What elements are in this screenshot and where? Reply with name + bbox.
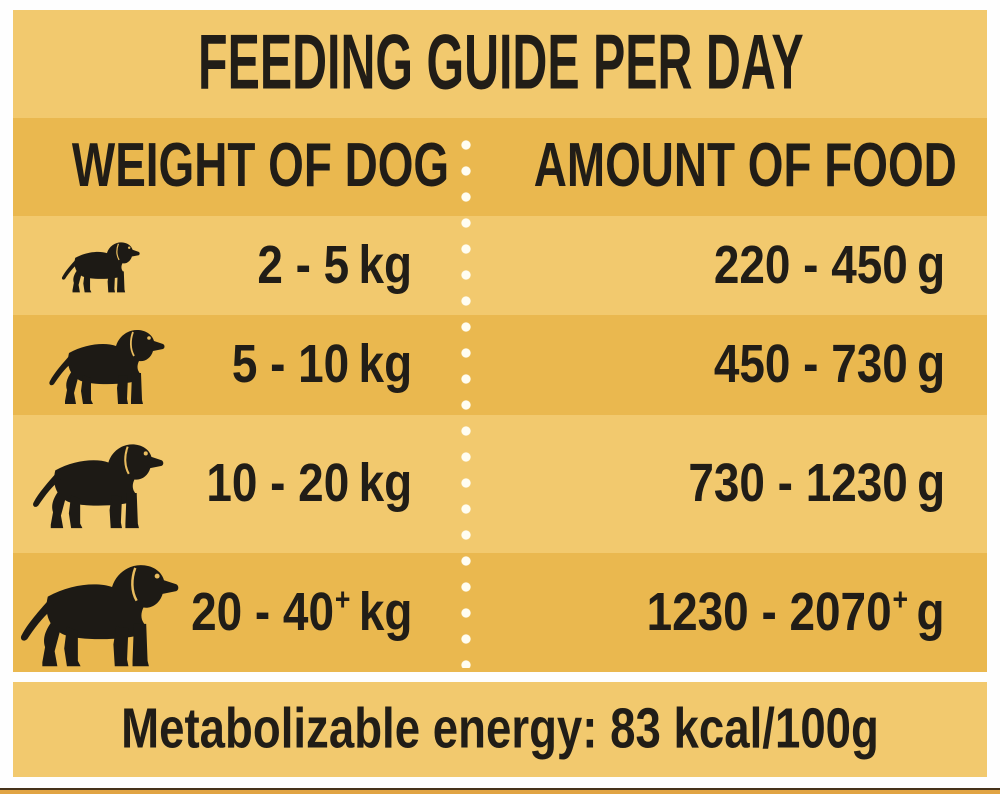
table-row: 5 - 10 kg 450 - 730 g xyxy=(13,315,987,415)
amount-value: 730 - 1230 g xyxy=(688,452,945,514)
footer-band: Metabolizable energy: 83 kcal/100g xyxy=(13,682,987,777)
weight-unit: kg xyxy=(358,234,412,295)
amount-value: 450 - 730 g xyxy=(714,333,945,395)
column-header-weight: WEIGHT OF DOG xyxy=(71,131,450,201)
table-row: 2 - 5 kg 220 - 450 g xyxy=(13,216,987,315)
dog-icon xyxy=(28,437,165,532)
table-row: 20 - 40+ kg 1230 - 2070+ g xyxy=(13,553,987,672)
column-header-band: WEIGHT OF DOG AMOUNT OF FOOD xyxy=(13,118,987,216)
amount-range: 220 - 450 xyxy=(713,234,908,295)
weight-unit: kg xyxy=(358,581,412,642)
weight-range: 20 - 40 xyxy=(190,581,334,642)
weight-unit: kg xyxy=(358,452,412,513)
column-header-amount: AMOUNT OF FOOD xyxy=(533,131,957,201)
amount-unit: g xyxy=(916,452,945,513)
weight-range: 10 - 20 xyxy=(206,452,350,513)
dog-icon xyxy=(15,555,180,670)
metabolizable-energy-note: Metabolizable energy: 83 kcal/100g xyxy=(121,696,879,761)
weight-value: 10 - 20 kg xyxy=(206,452,412,514)
weight-range: 5 - 10 xyxy=(231,333,350,394)
title-band: FEEDING GUIDE PER DAY xyxy=(13,10,987,118)
amount-unit: g xyxy=(916,333,945,394)
amount-unit: g xyxy=(916,234,945,295)
amount-unit: g xyxy=(916,581,945,642)
dotted-divider xyxy=(461,140,471,668)
amount-range: 730 - 1230 xyxy=(688,452,908,513)
feeding-guide-panel: FEEDING GUIDE PER DAY WEIGHT OF DOG AMOU… xyxy=(13,10,987,777)
weight-value: 5 - 10 kg xyxy=(232,333,412,395)
page-title: FEEDING GUIDE PER DAY xyxy=(198,17,804,106)
amount-range: 1230 - 2070 xyxy=(647,581,893,642)
weight-value: 20 - 40+ kg xyxy=(191,580,412,642)
weight-value: 2 - 5 kg xyxy=(257,233,412,295)
dog-icon xyxy=(45,323,166,407)
weight-plus: + xyxy=(334,581,350,617)
amount-value: 1230 - 2070+ g xyxy=(647,580,945,642)
weight-range: 2 - 5 xyxy=(257,234,350,295)
table-row: 10 - 20 kg 730 - 1230 g xyxy=(13,415,987,553)
weight-unit: kg xyxy=(358,333,412,394)
amount-value: 220 - 450 g xyxy=(714,233,945,295)
amount-range: 450 - 730 xyxy=(713,333,908,394)
dog-icon xyxy=(59,237,141,294)
bottom-strip xyxy=(0,788,1000,794)
amount-plus: + xyxy=(892,581,909,617)
